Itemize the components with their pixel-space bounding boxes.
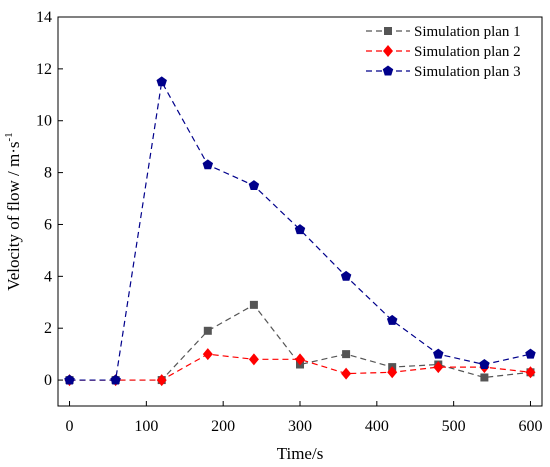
data-point (156, 374, 167, 387)
y-axis-title-superscript: -1 (3, 132, 15, 141)
data-point (249, 300, 258, 309)
data-point (433, 361, 444, 374)
data-point (110, 374, 121, 385)
x-axis-title: Time/s (277, 444, 324, 463)
data-point (525, 348, 536, 359)
x-tick-label: 100 (134, 418, 158, 435)
x-tick-label: 600 (518, 418, 542, 435)
data-point (248, 180, 260, 191)
legend-label: Simulation plan 1 (414, 24, 521, 40)
x-tick-label: 300 (288, 418, 312, 435)
data-point (156, 76, 167, 87)
data-point (294, 224, 306, 235)
legend-marker (382, 65, 394, 76)
legend-marker (383, 45, 393, 57)
series-layer (64, 76, 536, 387)
y-tick-label: 14 (36, 9, 52, 26)
axis-ticks: 0 100 200 300 400 500 600 0 2 4 6 8 10 12 14 (36, 9, 542, 435)
y-tick-label: 12 (36, 61, 52, 78)
y-axis-title: Velocity of flow / m·s-1 (3, 132, 23, 290)
legend-label: Simulation plan 2 (414, 44, 521, 60)
y-tick-label: 0 (44, 372, 52, 389)
y-tick-label: 6 (44, 216, 52, 233)
data-point (433, 348, 444, 359)
series-plan-1 (65, 300, 535, 385)
y-tick-label: 10 (36, 113, 52, 130)
data-point (340, 270, 352, 281)
data-point (386, 314, 398, 325)
y-axis-title-main: Velocity of flow / m·s (4, 141, 23, 290)
y-tick-label: 2 (44, 320, 52, 337)
data-point (525, 366, 536, 379)
data-point (480, 373, 489, 382)
legend-label: Simulation plan 3 (414, 64, 521, 80)
data-point (248, 353, 259, 366)
series-plan-3 (64, 76, 536, 385)
y-tick-label: 8 (44, 165, 52, 182)
data-point (341, 367, 352, 380)
data-point (202, 159, 214, 170)
data-point (203, 326, 212, 335)
legend-marker (384, 27, 392, 35)
x-tick-label: 500 (442, 418, 466, 435)
y-tick-label: 4 (44, 268, 52, 285)
series-line (69, 353, 531, 381)
data-point (342, 350, 351, 359)
legend: Simulation plan 1 Simulation plan 2 Simula… (366, 24, 521, 80)
legend-item-plan-2: Simulation plan 2 (366, 44, 521, 60)
x-tick-label: 0 (66, 418, 74, 435)
series-line (69, 304, 531, 381)
legend-item-plan-1: Simulation plan 1 (366, 24, 521, 40)
x-tick-label: 400 (365, 418, 389, 435)
data-point (202, 348, 213, 361)
data-point (479, 359, 490, 369)
data-point (64, 374, 75, 385)
data-point (295, 353, 305, 366)
legend-item-plan-3: Simulation plan 3 (366, 64, 521, 80)
data-point (387, 366, 398, 379)
x-tick-label: 200 (211, 418, 235, 435)
